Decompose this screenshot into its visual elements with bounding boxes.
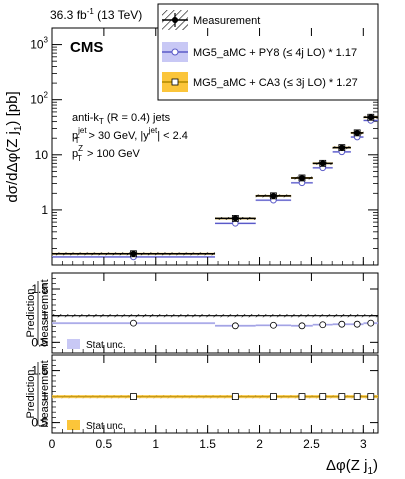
ratio-point [319,393,327,401]
annotation-jet-cuts: pjet T > 30 GeV, |yjet| < 2.4 [72,126,188,145]
ratio-y-tick-label: 1.5 [31,364,48,378]
x-tick-label: 1 [152,437,159,451]
ratio-point [231,322,239,330]
ratio-point [270,393,277,401]
y-tick-label: 102 [30,91,48,107]
ratio2-frame [51,354,379,434]
ratio-y-tick-label: 0.5 [31,416,48,430]
legend-label-measurement: Measurement [193,15,260,27]
ratio-point [298,322,306,330]
ratio2-stat-label: Stat unc. [86,421,125,432]
ratio-point [270,321,277,329]
ratio-point [367,393,375,401]
ratio-point [367,319,375,327]
ratio-y-tick-label: 0.5 [31,335,48,349]
legend-frame [157,3,379,101]
measurement-point [270,192,277,199]
ratio-panel-py8: 0.5 1 1.5 Stat unc. Prediction Measurement [25,272,379,354]
lumi-label: 36.3 fb-1 (13 TeV) [50,7,142,22]
x-tick-label: 1.5 [199,437,216,451]
x-axis-label: Δφ(Z j1) [326,457,378,477]
legend-entry-measurement: Measurement [162,10,260,30]
y-tick-label: 10 [35,148,49,162]
measurement-point [319,160,326,167]
measurement-point [130,250,137,257]
legend-label-ca3: MG5_aMC + CA3 (≤ 3j LO) * 1.27 [193,77,358,89]
ratio-point [231,393,239,401]
y-tick-label: 103 [30,36,48,52]
svg-text:Prediction: Prediction [25,289,37,338]
ratio-point [130,393,137,401]
measurement-point [367,114,374,121]
ratio1-stat-swatch [67,339,80,349]
measurement-point [338,144,345,151]
legend-entry-py8: MG5_aMC + PY8 (≤ 4j LO) * 1.17 [162,42,357,62]
main-panel: CMS 1 10 102 103 anti-kT (R = 0.4) jets pje… [4,27,379,266]
x-tick-label: 0.5 [96,437,113,451]
svg-text:Measurement: Measurement [39,279,51,346]
ratio2-y-label: Prediction Measurement [25,360,51,427]
ratio-point [338,393,346,401]
ratio-point [338,320,346,328]
ratio-point [298,393,306,401]
x-tick-label: 0 [49,437,56,451]
ratio-y-tick-label: 1 [41,309,48,323]
legend: Measurement MG5_aMC + PY8 (≤ 4j LO) * 1.… [157,3,379,101]
experiment-label: CMS [70,39,103,56]
ratio-point [353,320,361,328]
x-tick-label: 2.5 [303,437,320,451]
ratio1-stat-label: Stat unc. [86,340,125,351]
measurement-point [298,174,305,181]
measurement-point [232,215,239,222]
ratio1-frame [51,272,379,354]
measurement-point [354,129,361,136]
ratio-point [319,321,327,329]
legend-entry-ca3: MG5_aMC + CA3 (≤ 3j LO) * 1.27 [162,72,358,92]
svg-text:Measurement: Measurement [39,360,51,427]
x-tick-label: 3 [360,437,367,451]
ratio-point [130,319,137,327]
annotation-z-cut: pZ T > 100 GeV [72,144,141,163]
y-tick-label: 1 [41,203,48,217]
ratio2-stat-swatch [67,420,80,430]
annotation-algorithm: anti-kT (R = 0.4) jets [72,112,171,126]
ratio-y-tick-label: 1.5 [31,282,48,296]
ratio-y-tick-label: 1 [41,390,48,404]
ratio-panel-ca3: 0.5 1 1.5 Stat unc. Prediction Measurement [25,354,379,434]
y-axis-label: dσ/dΔφ(Z j1) [pb] [4,91,24,202]
ratio1-y-label: Prediction Measurement [25,279,51,346]
x-tick-label: 2 [256,437,263,451]
svg-text:Prediction: Prediction [25,370,37,419]
legend-label-py8: MG5_aMC + PY8 (≤ 4j LO) * 1.17 [193,47,357,59]
ratio-point [353,393,361,401]
